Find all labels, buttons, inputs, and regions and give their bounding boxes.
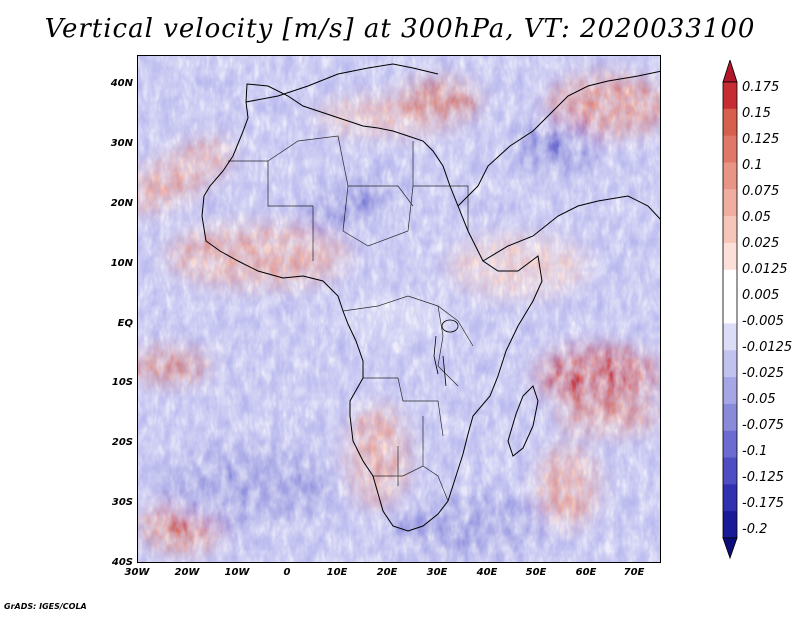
colorbar-label: 0.15 <box>742 106 771 121</box>
colorbar-label: -0.025 <box>742 366 784 381</box>
lon-tick-20w: 20W <box>174 567 200 578</box>
colorbar-swatch <box>723 189 737 217</box>
colorbar-swatch <box>723 323 737 351</box>
lon-tick-20e: 20E <box>376 567 398 578</box>
colorbar-label: 0.05 <box>742 210 771 225</box>
colorbar-label: -0.1 <box>742 444 768 459</box>
lon-tick-10w: 10W <box>224 567 250 578</box>
lat-tick-10n: 10N <box>110 258 133 269</box>
map-panel <box>137 55 661 563</box>
colorbar-swatch <box>723 82 737 110</box>
colorbar-label: 0.075 <box>742 184 780 199</box>
fine-structure-dark <box>138 56 660 562</box>
country-borders <box>228 135 474 502</box>
arabian-coast <box>482 195 660 262</box>
red-sea-arabia <box>457 70 660 207</box>
colorbar-swatch <box>723 269 737 298</box>
colorbar-label: -0.175 <box>742 496 784 511</box>
lat-tick-20n: 20N <box>110 198 133 209</box>
lon-tick-60e: 60E <box>575 567 597 578</box>
coastlines <box>201 63 660 532</box>
colorbar-label: -0.075 <box>742 418 784 433</box>
lon-tick-30w: 30W <box>124 567 150 578</box>
vertical-velocity-map <box>138 56 660 562</box>
lakes <box>433 319 459 387</box>
colorbar-swatch <box>723 296 737 324</box>
colorbar-swatch <box>723 242 737 271</box>
colorbar-label: -0.05 <box>742 392 776 407</box>
lon-tick-40e: 40E <box>476 567 498 578</box>
colorbar-swatch <box>723 457 737 485</box>
colorbar-label: 0.125 <box>742 132 780 147</box>
lon-tick-10e: 10E <box>326 567 348 578</box>
colorbar-bottom-arrow <box>722 537 738 560</box>
colorbar-label: 0.0125 <box>742 262 788 277</box>
lon-tick-30e: 30E <box>426 567 448 578</box>
lat-tick-40n: 40N <box>110 78 133 89</box>
lat-tick-10s: 10S <box>111 377 133 388</box>
colorbar-label: 0.005 <box>742 288 780 303</box>
lat-tick-30s: 30S <box>111 497 133 508</box>
colorbar-label: -0.2 <box>742 522 768 537</box>
colorbar-swatch <box>723 162 737 190</box>
colorbar-swatch <box>723 135 737 163</box>
mediterranean-north <box>245 63 439 103</box>
lat-tick-40s: 40S <box>111 557 133 568</box>
lat-tick-20s: 20S <box>111 437 133 448</box>
africa-coast <box>201 83 543 532</box>
colorbar-label: 0.025 <box>742 236 780 251</box>
colorbar-swatch <box>723 403 737 432</box>
colorbar-swatch <box>723 430 737 459</box>
colorbar-label: 0.175 <box>742 80 780 95</box>
colorbar-swatch <box>723 511 737 539</box>
lat-tick-eq: EQ <box>117 318 133 329</box>
colorbar-swatch <box>723 484 737 512</box>
lon-tick-70e: 70E <box>623 567 645 578</box>
colorbar-swatch <box>723 377 737 405</box>
colorbar-label: 0.1 <box>742 158 763 173</box>
colorbar <box>722 60 738 560</box>
lon-tick-0: 0 <box>283 567 291 578</box>
colorbar-label: -0.005 <box>742 314 784 329</box>
colorbar-swatch <box>723 350 737 378</box>
colorbar-swatch <box>723 108 737 137</box>
plot-title: Vertical velocity [m/s] at 300hPa, VT: 2… <box>44 14 756 44</box>
madagascar <box>507 385 539 457</box>
lat-tick-30n: 30N <box>110 138 133 149</box>
lon-tick-50e: 50E <box>525 567 547 578</box>
colorbar-swatch <box>723 216 737 244</box>
colorbar-label: -0.0125 <box>742 340 793 355</box>
colorbar-label: -0.125 <box>742 470 784 485</box>
colorbar-top-arrow <box>722 60 738 83</box>
footer-credit: GrADS: IGES/COLA <box>4 602 87 611</box>
